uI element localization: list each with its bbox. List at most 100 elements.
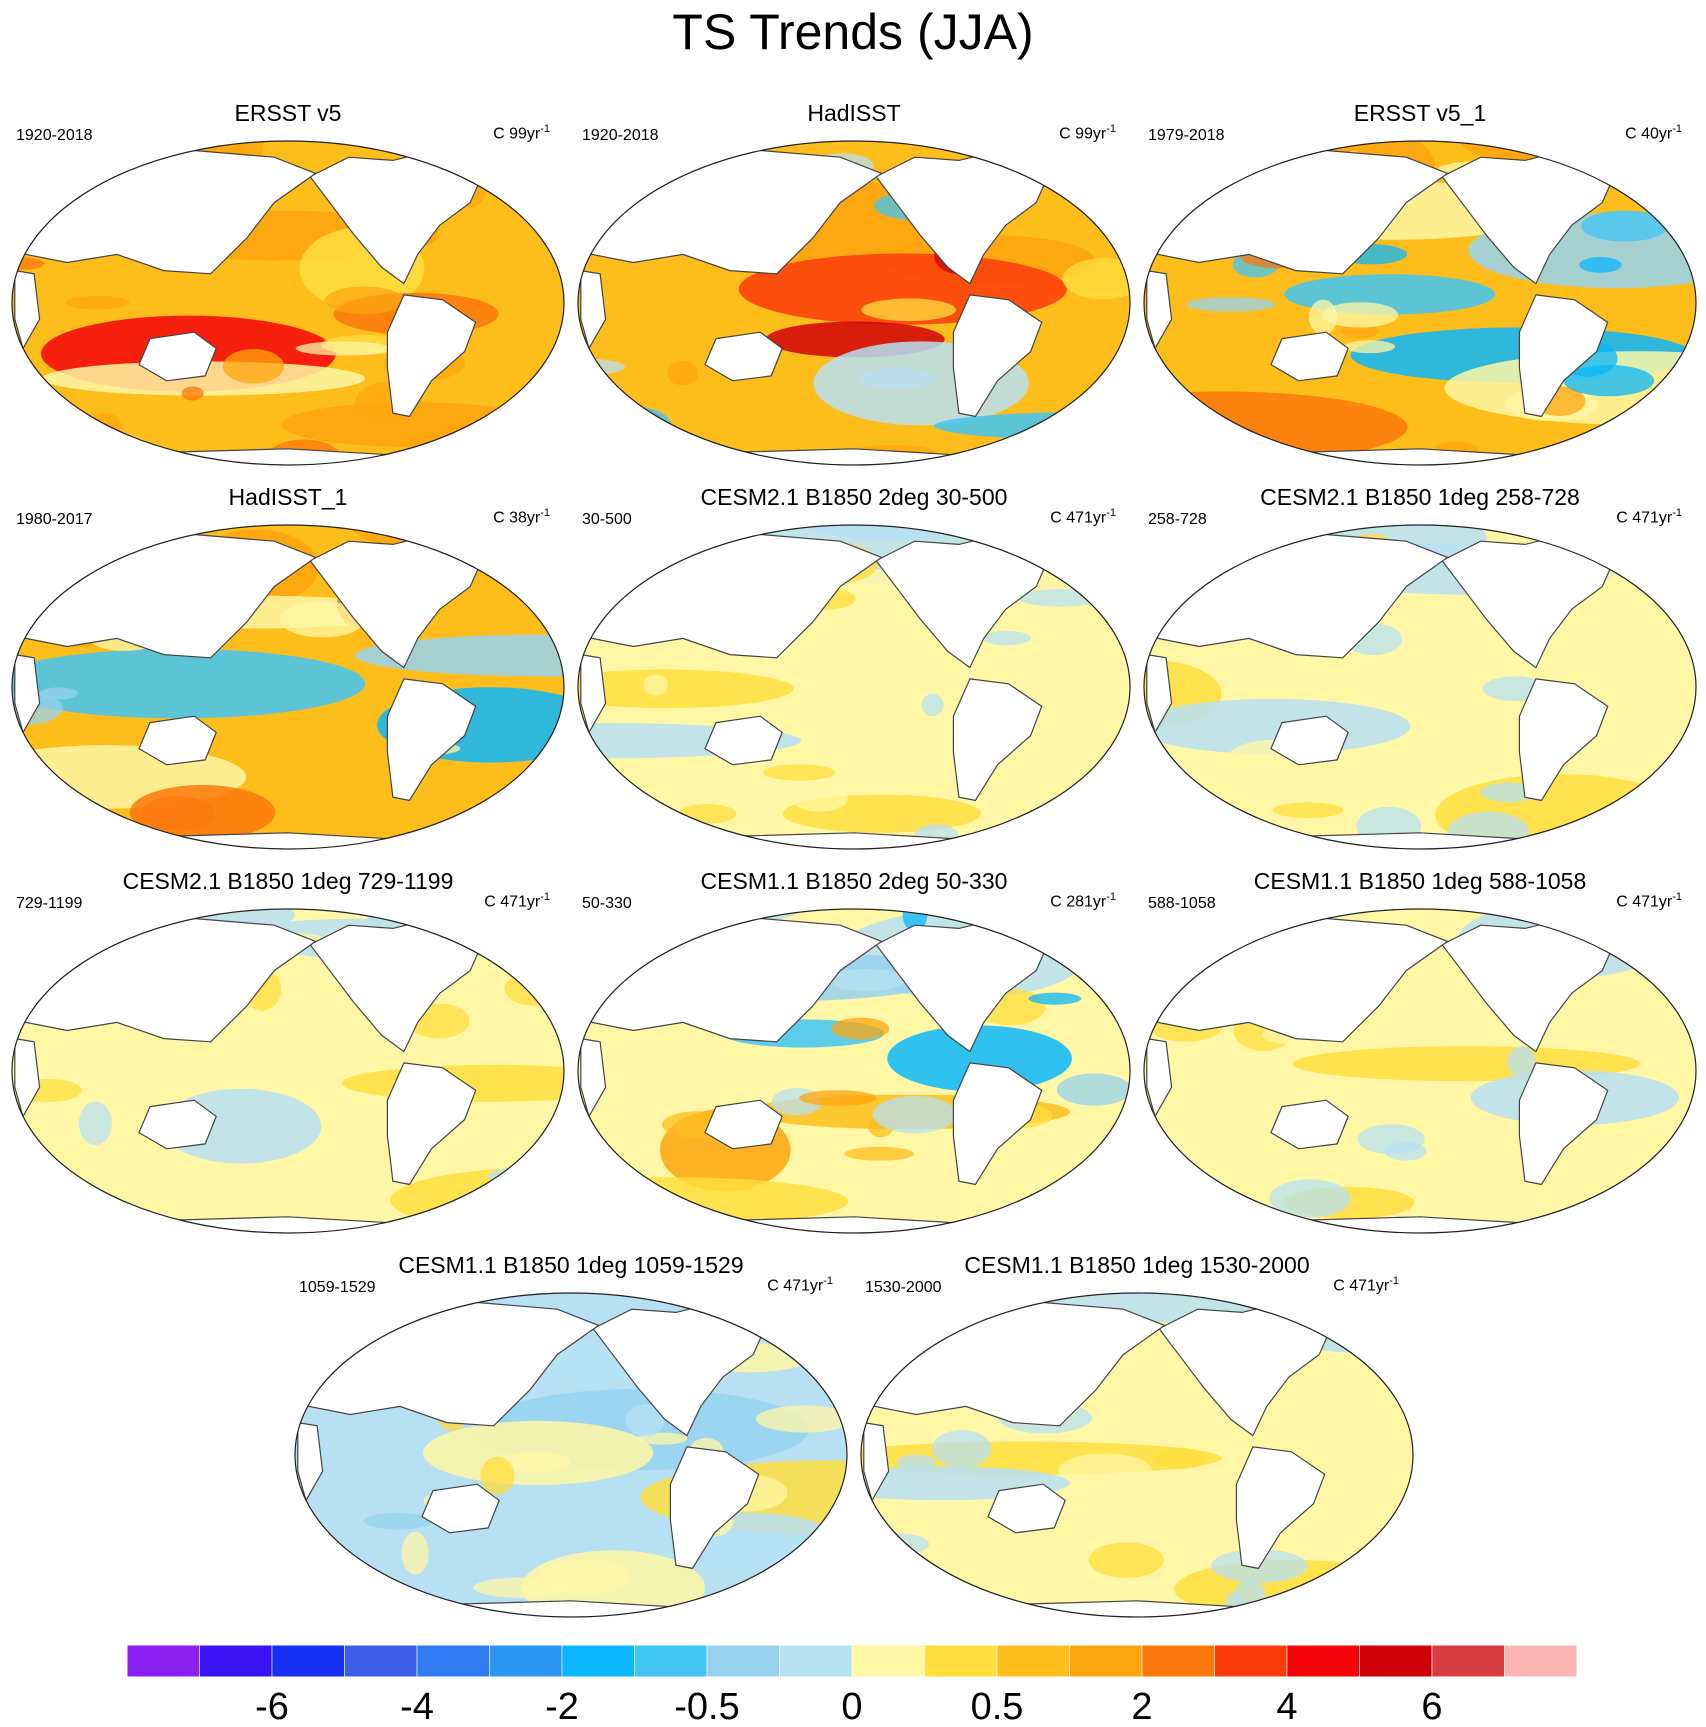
trend-region	[1651, 919, 1696, 956]
trend-region	[12, 257, 45, 271]
colorbar-tick-label: 0.5	[971, 1686, 1024, 1727]
trend-region	[1571, 820, 1649, 849]
continent-greenland	[1046, 914, 1093, 956]
trend-region	[859, 367, 936, 389]
continent-africa-edge	[863, 1421, 890, 1502]
trend-region	[354, 634, 564, 677]
trend-region	[522, 943, 564, 961]
continent-australia	[138, 1099, 217, 1150]
panel-period: 30-500	[582, 511, 632, 528]
panel-title: CESM2.1 B1850 1deg 258-728	[1260, 484, 1580, 510]
trend-region	[897, 1454, 937, 1471]
trend-region	[42, 361, 366, 396]
map-panel: CESM1.1 B1850 1deg 588-1058 588-1058 C 471…	[1140, 868, 1700, 1238]
continent-africa-edge	[14, 653, 41, 734]
map-panel: CESM2.1 B1850 1deg 258-728 258-728 C 471yr…	[1140, 484, 1700, 854]
trend-region	[1541, 909, 1593, 926]
map-boundary	[577, 908, 1131, 1234]
continent-africa-edge	[14, 269, 41, 350]
continent-south-america	[1235, 1446, 1326, 1570]
continent-south-america	[952, 294, 1043, 418]
trend-region	[666, 360, 699, 386]
colorbar-tick-label: 6	[1421, 1686, 1442, 1727]
map-panel: CESM1.1 B1850 1deg 1530-2000 1530-2000 C 4…	[857, 1252, 1417, 1622]
map-boundary	[11, 908, 565, 1234]
trend-region	[473, 1577, 569, 1598]
continent-africa-edge	[580, 269, 607, 350]
trend-region	[12, 525, 36, 545]
trend-region	[902, 909, 928, 932]
panel-title: ERSST v5	[234, 100, 342, 126]
trend-region	[141, 796, 215, 831]
colorbar-tick-label: 2	[1131, 1686, 1152, 1727]
continent-australia	[704, 715, 783, 766]
continent-greenland	[480, 530, 527, 572]
continent-africa-edge	[580, 653, 607, 734]
colorbar-swatch	[1431, 1644, 1505, 1678]
trend-region	[295, 341, 392, 356]
continent-south-america	[386, 294, 477, 418]
colorbar-swatch	[779, 1644, 853, 1678]
trend-region	[439, 419, 535, 440]
map-plot	[577, 140, 1131, 466]
trend-region	[892, 1298, 966, 1324]
trend-region	[295, 1532, 336, 1551]
trend-region	[280, 601, 365, 638]
panel-title: ERSST v5_1	[1353, 100, 1487, 126]
panel-title: CESM1.1 B1850 1deg 588-1058	[1253, 868, 1587, 894]
map-plot	[1143, 524, 1697, 850]
continent-africa-edge	[14, 1037, 41, 1118]
map-plot	[11, 140, 565, 466]
trend-region	[1200, 1110, 1279, 1153]
map-boundary	[577, 524, 1131, 850]
continent-australia	[1270, 331, 1349, 382]
map-boundary	[577, 140, 1131, 466]
colorbar-swatch	[126, 1644, 200, 1678]
map-plot	[577, 908, 1131, 1234]
colorbar-swatch	[1069, 1644, 1143, 1678]
panel-units: C 99yr-1	[493, 123, 550, 143]
continent-south-america	[952, 678, 1043, 802]
continent-greenland	[763, 1298, 810, 1340]
colorbar-swatch	[1141, 1644, 1215, 1678]
continent-australia	[704, 331, 783, 382]
map-plot	[294, 1292, 848, 1618]
trend-region	[1045, 167, 1091, 187]
continent-australia	[138, 715, 217, 766]
figure-title: TS Trends (JJA)	[672, 4, 1034, 60]
trend-region	[625, 1404, 665, 1437]
continent-south-america	[1518, 294, 1609, 418]
map-panel: ERSST v5_1 1979-2018 C 40yr-1	[1140, 100, 1700, 470]
colorbar-swatch	[416, 1644, 490, 1678]
map-panel: CESM1.1 B1850 1deg 1059-1529 1059-1529 C 4…	[291, 1252, 851, 1622]
colorbar-tick-label: -6	[255, 1686, 289, 1727]
trend-region	[1544, 817, 1633, 849]
colorbar-tick-label: -4	[400, 1686, 434, 1727]
trend-region	[972, 909, 1065, 930]
panel-title: HadISST_1	[228, 484, 348, 510]
panel-period: 588-1058	[1148, 895, 1216, 912]
colorbar-swatch	[344, 1644, 418, 1678]
panel-period: 729-1199	[16, 895, 83, 912]
trend-region	[534, 546, 564, 573]
trend-region	[1153, 1172, 1223, 1203]
trend-region	[1322, 1583, 1378, 1617]
trend-region	[865, 1533, 930, 1556]
trend-region	[1628, 662, 1686, 682]
continent-africa-edge	[1146, 269, 1173, 350]
continent-greenland	[1329, 1298, 1376, 1340]
trend-region	[1269, 1179, 1351, 1218]
map-boundary	[1143, 524, 1697, 850]
trend-region	[1150, 1205, 1244, 1233]
trend-region	[678, 803, 737, 824]
continent-greenland	[480, 146, 527, 188]
panel-units: C 471yr-1	[1616, 507, 1682, 527]
trend-region	[65, 295, 130, 310]
colorbar-tick-label: 4	[1276, 1686, 1297, 1727]
colorbar-tick-label: -2	[545, 1686, 579, 1727]
continent-australia	[1270, 715, 1349, 766]
continent-south-america	[669, 1446, 760, 1570]
trend-region	[181, 386, 204, 401]
colorbar-tick-label: 0	[841, 1686, 862, 1727]
trend-region	[889, 1293, 925, 1314]
